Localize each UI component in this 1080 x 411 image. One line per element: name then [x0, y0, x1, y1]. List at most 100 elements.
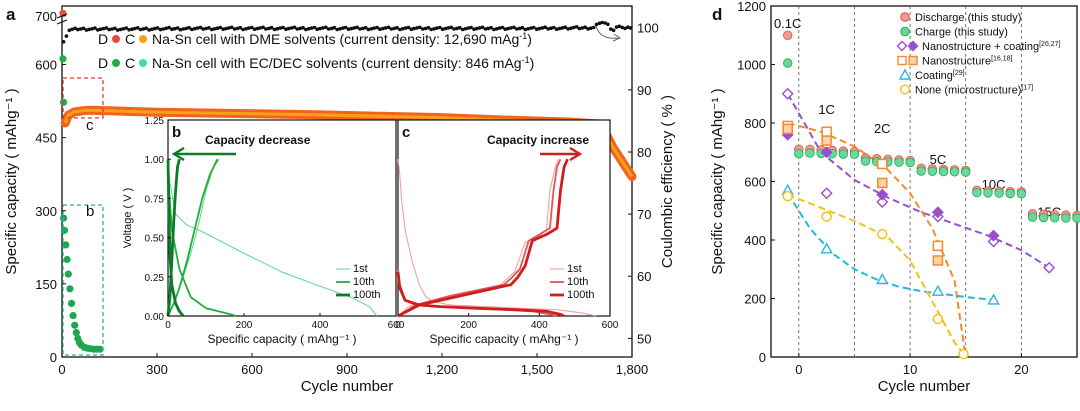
- dme-ce-point: [67, 28, 72, 33]
- panel-b-legend-label: 100th: [353, 289, 381, 301]
- dme-ce-point: [517, 26, 522, 31]
- dme-ce-point: [138, 27, 143, 32]
- dme-ce-point: [574, 25, 579, 29]
- dme-ce-point: [552, 25, 556, 30]
- dme-ce-point: [329, 26, 334, 31]
- coating-point: [876, 273, 889, 285]
- panel-a-y-tick-label: 150: [35, 277, 57, 292]
- dme-ce-point: [549, 26, 553, 31]
- dme-ce-point: [400, 27, 405, 31]
- capacity-decrease-arrow-head: [171, 146, 185, 162]
- panel-a-y2-tick-label: 80: [637, 145, 651, 160]
- dme-ce-point: [589, 26, 593, 31]
- nanostructure-point-open: [821, 126, 832, 138]
- panel-d-y-axis-title: Specific capacity ( mAhg⁻¹ ): [709, 88, 726, 274]
- panel-d-rate-label: 1C: [818, 102, 835, 117]
- panel-a-y2-tick-label: 50: [637, 331, 651, 346]
- panel-c-legend-label: 10th: [567, 276, 588, 288]
- charge-point: [805, 148, 815, 158]
- panel-b-legend-label: 10th: [353, 276, 374, 288]
- panel-d-y-tick-label: 400: [744, 233, 766, 248]
- panel-b-curve: [166, 158, 181, 317]
- dme-ce-point: [543, 25, 547, 30]
- panel-b-legend-label: 1st: [353, 263, 368, 275]
- dme-ce-point: [412, 26, 416, 31]
- inset-c-highlight-box: [62, 77, 104, 119]
- dme-ce-point: [324, 25, 328, 30]
- panel-c-curve: [397, 159, 597, 317]
- panel-b-x-tick-label: 400: [312, 320, 329, 331]
- panel-d-y-tick-label: 1000: [737, 58, 766, 73]
- charge-point: [1005, 188, 1015, 199]
- dme-ce-point: [438, 25, 442, 30]
- panel-a-x-axis-title: Cycle number: [301, 378, 394, 395]
- nano-coating-point-filled: [931, 206, 944, 219]
- charge-point: [783, 58, 793, 68]
- dme-ce-point: [96, 28, 100, 32]
- panel-c-curve: [397, 158, 562, 317]
- dme-ce-point: [135, 26, 140, 30]
- coating-point: [931, 284, 945, 296]
- dme-ce-point: [449, 25, 454, 30]
- panel-d-trend-line: [786, 93, 1050, 269]
- dme-ce-point: [133, 26, 137, 31]
- dme-ce-point: [506, 26, 511, 31]
- legend-a-charge-letter: C: [125, 31, 135, 47]
- panel-b-label: b: [172, 124, 181, 141]
- dme-ce-point: [349, 26, 354, 31]
- dme-ce-point: [130, 27, 134, 32]
- dme-ce-point: [281, 25, 285, 30]
- dme-ce-point: [252, 27, 257, 32]
- dme-ce-point: [483, 27, 488, 31]
- panel-a-x-tick-label: 600: [241, 362, 263, 377]
- dme-ce-point: [278, 26, 283, 30]
- panel-b-y-tick-label: 1.00: [145, 155, 165, 166]
- dme-ce-point: [406, 25, 411, 30]
- dme-ce-point: [435, 26, 439, 30]
- dme-ce-point: [537, 26, 542, 31]
- panel-b-y-tick-label: 0.75: [145, 194, 165, 205]
- dme-ce-point: [272, 27, 277, 32]
- dme-ce-point: [426, 25, 431, 30]
- dme-ce-point: [523, 27, 528, 32]
- dme-ce-point: [620, 25, 624, 30]
- dme-ce-point: [190, 27, 194, 32]
- legend-d-entry: Nanostructure + coating[26,27]: [922, 41, 1061, 53]
- microstructure-point: [958, 348, 969, 360]
- dme-ce-point: [614, 25, 619, 29]
- legend-a-discharge-letter: D: [98, 55, 108, 71]
- dme-ce-point: [586, 27, 590, 31]
- dme-ce-point: [104, 26, 109, 30]
- panel-a-x-tick-label: 1,800: [616, 362, 649, 377]
- dme-ce-point: [366, 27, 371, 32]
- dme-ce-point: [335, 27, 340, 32]
- panel-d-rate-label: 5C: [930, 152, 947, 167]
- dme-ce-point: [301, 25, 305, 30]
- panel-c-frame: [397, 119, 611, 317]
- ecdec-capacity-point: [72, 329, 80, 337]
- dme-ce-point: [255, 26, 260, 31]
- charge-point: [894, 157, 904, 167]
- charge-point: [949, 167, 960, 177]
- dme-ce-point: [90, 27, 94, 31]
- ecdec-capacity-series: [60, 214, 104, 353]
- dme-ce-point: [127, 28, 131, 32]
- dme-ce-point: [141, 27, 146, 31]
- dme-ce-point: [238, 25, 243, 30]
- charge-point: [838, 149, 849, 159]
- panel-a-x-tick-label: 0: [58, 362, 65, 377]
- charge-point: [794, 148, 804, 159]
- dme-ce-point: [569, 26, 573, 31]
- dme-ce-point: [170, 27, 174, 32]
- charge-point: [849, 149, 860, 160]
- dme-ce-point: [87, 27, 91, 32]
- dme-ce-point: [332, 25, 337, 30]
- dme-ce-point: [210, 27, 214, 32]
- panel-b-y-tick-label: 0.50: [145, 234, 165, 245]
- nano-coating-point-open: [1043, 261, 1056, 274]
- charge-point: [927, 166, 938, 177]
- dme-ce-point: [540, 26, 545, 30]
- charge-point: [1049, 213, 1060, 223]
- panel-a-y2-tick-label: 100: [637, 21, 659, 36]
- dme-ce-point: [321, 26, 325, 30]
